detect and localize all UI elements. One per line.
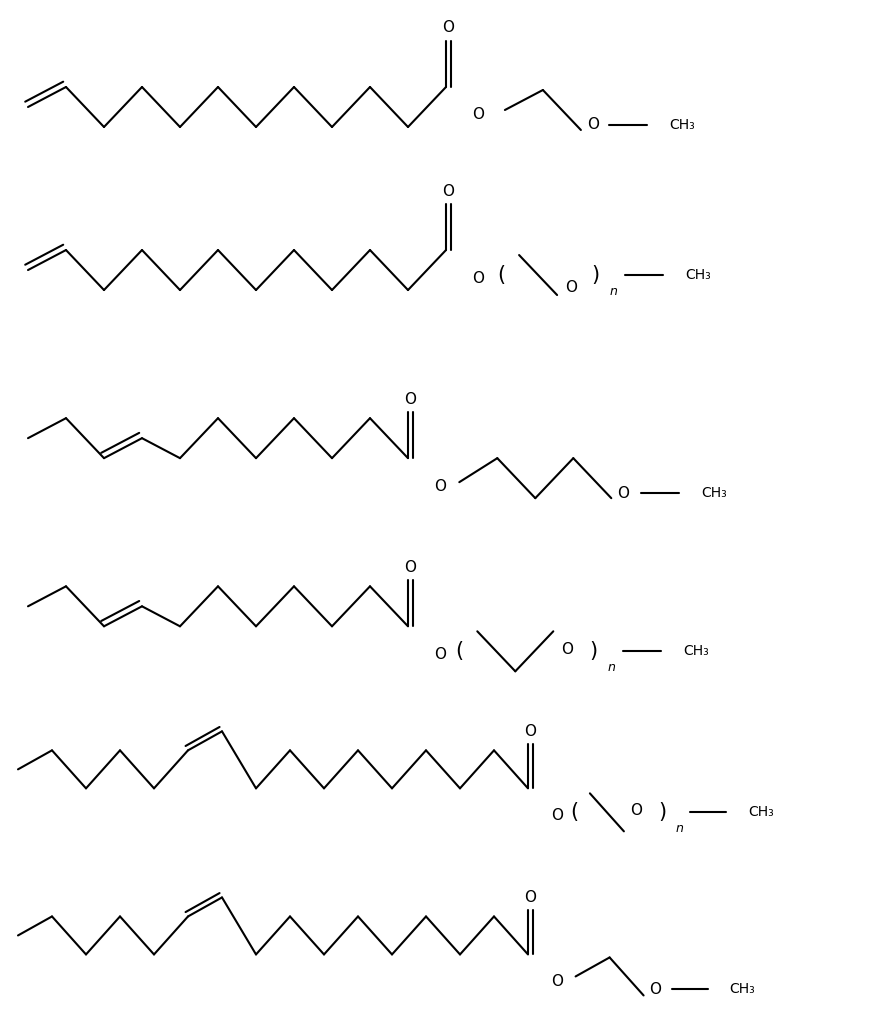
Text: n: n	[676, 822, 684, 835]
Text: O: O	[472, 107, 485, 122]
Text: O: O	[617, 486, 629, 500]
Text: CH₃: CH₃	[702, 486, 727, 500]
Text: O: O	[404, 559, 416, 575]
Text: O: O	[551, 974, 563, 989]
Text: ): )	[658, 802, 666, 822]
Text: O: O	[442, 183, 454, 199]
Text: ): )	[591, 265, 599, 285]
Text: CH₃: CH₃	[685, 268, 711, 282]
Text: CH₃: CH₃	[684, 644, 709, 658]
Text: O: O	[472, 270, 485, 285]
Text: O: O	[587, 117, 599, 132]
Text: n: n	[609, 284, 617, 298]
Text: ): )	[590, 641, 598, 661]
Text: O: O	[561, 642, 573, 657]
Text: CH₃: CH₃	[748, 805, 773, 819]
Text: (: (	[497, 265, 505, 285]
Text: O: O	[650, 982, 661, 997]
Text: CH₃: CH₃	[729, 982, 755, 997]
Text: O: O	[630, 803, 642, 818]
Text: (: (	[455, 641, 463, 661]
Text: O: O	[404, 391, 416, 407]
Text: O: O	[524, 890, 536, 905]
Text: O: O	[551, 808, 563, 823]
Text: n: n	[607, 660, 616, 674]
Text: O: O	[524, 723, 536, 739]
Text: O: O	[442, 20, 454, 36]
Text: (: (	[570, 802, 578, 822]
Text: O: O	[565, 279, 577, 294]
Text: CH₃: CH₃	[669, 118, 694, 132]
Text: O: O	[435, 647, 446, 661]
Text: O: O	[435, 479, 446, 493]
